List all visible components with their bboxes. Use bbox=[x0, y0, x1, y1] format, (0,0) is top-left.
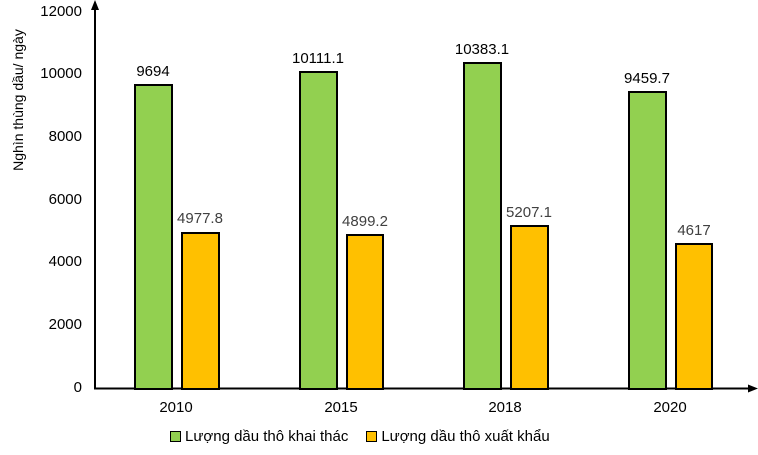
legend-item-xuat-khau: Lượng dầu thô xuất khẩu bbox=[366, 428, 550, 445]
value-label: 9459.7 bbox=[624, 70, 670, 87]
legend-item-khai-thac: Lượng dầu thô khai thác bbox=[170, 428, 348, 445]
legend: Lượng dầu thô khai thác Lượng dầu thô xu… bbox=[170, 428, 550, 445]
value-label: 10111.1 bbox=[292, 50, 344, 67]
value-label: 5207.1 bbox=[506, 204, 552, 221]
value-label: 4617 bbox=[677, 222, 711, 239]
y-tick: 4000 bbox=[48, 253, 82, 270]
bar-xuat-khau-2015 bbox=[346, 234, 384, 390]
value-label: 9694 bbox=[136, 63, 170, 80]
y-tick: 10000 bbox=[40, 65, 82, 82]
bar-khai-thac-2020 bbox=[628, 91, 667, 390]
bar-xuat-khau-2010 bbox=[181, 232, 220, 390]
x-tick: 2015 bbox=[324, 399, 358, 416]
bar-xuat-khau-2020 bbox=[675, 243, 713, 390]
y-tick: 6000 bbox=[48, 191, 82, 208]
value-label: 10383.1 bbox=[454, 41, 510, 58]
bar-khai-thac-2018 bbox=[463, 62, 502, 390]
legend-swatch-icon bbox=[170, 431, 181, 442]
legend-label: Lượng dầu thô xuất khẩu bbox=[381, 428, 550, 445]
x-axis-arrow-icon bbox=[748, 384, 758, 393]
x-tick: 2010 bbox=[159, 399, 193, 416]
y-axis-arrow-icon bbox=[91, 0, 99, 10]
value-label: 4899.2 bbox=[342, 213, 388, 230]
bar-xuat-khau-2018 bbox=[510, 225, 549, 390]
y-tick: 12000 bbox=[40, 3, 82, 20]
y-tick: 0 bbox=[73, 379, 82, 396]
x-tick: 2020 bbox=[653, 399, 687, 416]
legend-label: Lượng dầu thô khai thác bbox=[185, 428, 349, 445]
value-label: 4977.8 bbox=[177, 210, 223, 227]
bar-khai-thac-2010 bbox=[134, 84, 173, 390]
x-tick: 2018 bbox=[488, 399, 522, 416]
y-tick: 8000 bbox=[48, 128, 82, 145]
bar-khai-thac-2015 bbox=[299, 71, 338, 390]
legend-swatch-icon bbox=[366, 431, 378, 442]
y-tick: 2000 bbox=[48, 316, 82, 333]
